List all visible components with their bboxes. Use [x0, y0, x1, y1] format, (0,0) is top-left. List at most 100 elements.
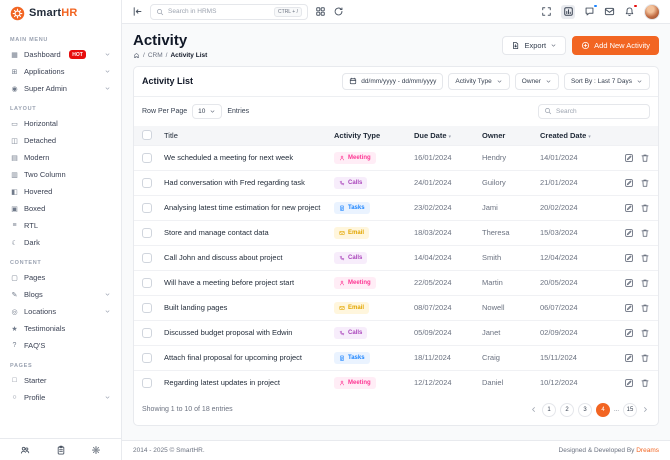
edit-icon[interactable] [624, 228, 634, 238]
sidebar-item-locations[interactable]: ◎ Locations [10, 303, 111, 320]
sidebar-item-profile[interactable]: ○ Profile [10, 389, 111, 406]
sidebar-item-super-admin[interactable]: ◉ Super Admin [10, 80, 111, 97]
edit-icon[interactable] [624, 253, 634, 263]
bell-icon[interactable] [624, 3, 638, 17]
row-checkbox[interactable] [142, 152, 152, 163]
pagination-page-2[interactable]: 2 [559, 402, 574, 417]
row-checkbox[interactable] [142, 302, 152, 313]
sidebar-section-label: LAYOUT [10, 106, 37, 112]
pagination-prev-icon[interactable] [529, 405, 538, 414]
row-checkbox[interactable] [142, 277, 152, 288]
phone-icon [339, 255, 345, 261]
delete-icon[interactable] [640, 328, 650, 338]
pagination-page-4[interactable]: 4 [595, 402, 610, 417]
pagination-page-3[interactable]: 3 [577, 402, 592, 417]
owner-filter[interactable]: Owner [514, 72, 559, 90]
column-created-date[interactable]: Created Date ▾ [540, 130, 591, 140]
edit-icon[interactable] [624, 303, 634, 313]
row-checkbox[interactable] [142, 327, 152, 338]
edit-icon[interactable] [624, 203, 634, 213]
row-created-date: 20/05/2024 [540, 278, 578, 287]
sidebar-item-rtl[interactable]: ≡ RTL [10, 217, 111, 234]
sidebar-item-two-column[interactable]: ▥ Two Column [11, 170, 66, 179]
row-checkbox[interactable] [142, 252, 152, 263]
select-all-checkbox[interactable] [142, 130, 152, 140]
sidebar-item-horizontal[interactable]: ▭ Horizontal [11, 119, 58, 128]
mail-icon[interactable] [604, 6, 615, 17]
chevron-down-icon [104, 85, 111, 92]
sidebar-collapse-icon[interactable] [132, 6, 143, 17]
gear-icon[interactable] [91, 445, 101, 455]
delete-icon[interactable] [640, 353, 650, 363]
user-avatar[interactable] [644, 3, 660, 20]
reports-chart-icon[interactable] [561, 4, 575, 19]
edit-icon[interactable] [624, 178, 634, 188]
sidebar-item-dashboard[interactable]: ▦ Dashboard HOT [10, 46, 111, 63]
home-icon[interactable] [133, 52, 140, 59]
fullscreen-icon[interactable] [541, 6, 552, 17]
edit-icon[interactable] [624, 378, 634, 388]
row-checkbox[interactable] [142, 227, 152, 238]
sidebar-footer [0, 438, 121, 460]
delete-icon[interactable] [640, 378, 650, 388]
testimonials-icon: ★ [11, 325, 18, 333]
page-footer: 2014 - 2025 © SmartHR. Designed & Develo… [122, 440, 670, 460]
search-icon [544, 107, 552, 115]
breadcrumb-item-crm[interactable]: CRM [147, 51, 163, 59]
export-button[interactable]: Export [502, 36, 567, 55]
breadcrumb-separator: / [165, 51, 168, 59]
sidebar-item-modern[interactable]: ▤ Modern [11, 153, 50, 162]
edit-icon[interactable] [624, 278, 634, 288]
task-icon [339, 205, 345, 211]
delete-icon[interactable] [640, 253, 650, 263]
showing-entries-text: Showing 1 to 10 of 18 entries [142, 406, 233, 413]
global-search-input[interactable] [168, 8, 271, 15]
brand-logo[interactable]: SmartHR [0, 0, 121, 26]
sidebar-item-pages[interactable]: ▢ Pages [11, 273, 46, 282]
apps-grid-icon[interactable] [315, 6, 326, 17]
sidebar-item-faq-s[interactable]: ? FAQ'S [10, 337, 111, 354]
pagination-next-icon[interactable] [641, 405, 650, 414]
sidebar-item-applications[interactable]: ⊞ Applications [10, 63, 111, 80]
add-new-activity-button[interactable]: Add New Activity [572, 36, 659, 55]
delete-icon[interactable] [640, 203, 650, 213]
sidebar-item-testimonials[interactable]: ★ Testimonials [11, 324, 66, 333]
users-icon[interactable] [20, 445, 30, 455]
delete-icon[interactable] [640, 228, 650, 238]
sidebar-item-detached[interactable]: ◫ Detached [11, 136, 57, 145]
table-search-input[interactable] [556, 107, 644, 115]
sidebar-item-starter[interactable]: □ Starter [10, 372, 111, 389]
refresh-icon[interactable] [333, 6, 344, 17]
column-due-date[interactable]: Due Date ▾ [414, 130, 452, 140]
sidebar-item-boxed[interactable]: ▣ Boxed [11, 204, 46, 213]
row-checkbox[interactable] [142, 352, 152, 363]
row-created-date: 15/03/2024 [540, 228, 578, 237]
sidebar-item-hovered[interactable]: ◧ Hovered [11, 187, 53, 196]
edit-icon[interactable] [624, 328, 634, 338]
chat-notification-dot [593, 3, 598, 8]
edit-icon[interactable] [624, 353, 634, 363]
global-search[interactable]: CTRL + / [150, 3, 308, 20]
sort-by-dropdown[interactable]: Sort By : Last 7 Days [563, 72, 650, 90]
sidebar-item-dark[interactable]: ☾ Dark [11, 238, 40, 247]
pagination-page-1[interactable]: 1 [541, 402, 556, 417]
delete-icon[interactable] [640, 153, 650, 163]
row-checkbox[interactable] [142, 377, 152, 388]
credit-brand-link[interactable]: Dreams [636, 447, 659, 454]
table-search[interactable] [538, 103, 650, 119]
smarthr-logo-icon [10, 6, 25, 21]
chat-icon[interactable] [584, 3, 598, 17]
activity-type-filter[interactable]: Activity Type [448, 72, 510, 90]
row-checkbox[interactable] [142, 202, 152, 213]
delete-icon[interactable] [640, 303, 650, 313]
row-checkbox[interactable] [142, 177, 152, 188]
rows-per-page-select[interactable]: 10 [192, 103, 223, 119]
pagination-page-15[interactable]: 15 [623, 402, 637, 417]
delete-icon[interactable] [640, 278, 650, 288]
date-range-picker[interactable]: dd/mm/yyyy - dd/mm/yyyy [342, 72, 444, 90]
delete-icon[interactable] [640, 178, 650, 188]
edit-icon[interactable] [624, 153, 634, 163]
sidebar-item-blogs[interactable]: ✎ Blogs [10, 286, 111, 303]
clipboard-icon[interactable] [56, 445, 66, 455]
